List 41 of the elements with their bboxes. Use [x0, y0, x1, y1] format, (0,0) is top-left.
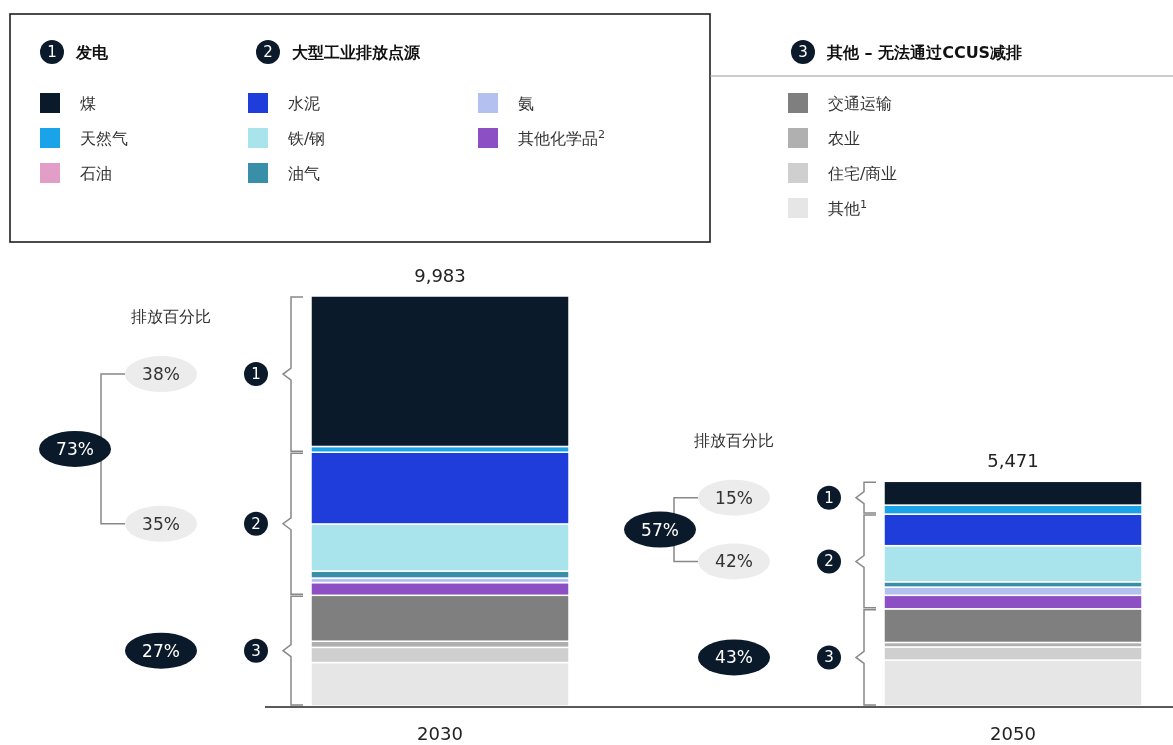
legend-label: 其他$^{1}$: [828, 197, 868, 218]
legend-label: 其他化学品$^{2}$: [518, 127, 606, 148]
legend-label: 水泥: [288, 94, 320, 113]
number-badge: 1: [817, 485, 841, 510]
text: 排放百分比: [131, 307, 211, 327]
annotation: 2: [824, 552, 834, 571]
text: 发电: [75, 43, 109, 62]
annotation: 42%: [715, 551, 753, 572]
legend-label: 交通运输: [828, 94, 892, 113]
legend-label: 天然气: [80, 129, 128, 148]
number-badge: 2: [244, 511, 268, 536]
text: 大型工业排放点源: [292, 43, 421, 62]
annotation: 排放百分比: [694, 430, 774, 450]
x-tick-label: 2030: [417, 723, 463, 744]
x-tick-label: 2050: [990, 723, 1036, 744]
annotation: 43%: [715, 647, 753, 668]
legend-label: 油气: [288, 164, 320, 183]
legend-label: 氨: [518, 94, 534, 113]
text: 38%: [142, 364, 180, 385]
annotation: 57%: [641, 519, 679, 540]
annotation: 5,471: [987, 450, 1039, 472]
annotation: 3: [824, 648, 834, 667]
legend-label: 铁/钢: [287, 129, 326, 148]
number-badge: 3: [817, 645, 841, 670]
text: 73%: [56, 438, 94, 459]
number-badge: 3: [244, 638, 268, 663]
number-badge: 1: [40, 40, 64, 64]
annotation: 15%: [715, 487, 753, 508]
number-badge: 2: [817, 549, 841, 574]
number-badge: 1: [244, 362, 268, 387]
legend-label: 农业: [828, 129, 860, 148]
text: 其他 – 无法通过CCUS减排: [826, 43, 1023, 62]
text: 35%: [142, 513, 180, 534]
number-badge: 3: [791, 40, 815, 64]
number-badge: 2: [256, 40, 280, 64]
annotation: 9,983: [414, 265, 466, 286]
legend-label: 住宅/商业: [827, 164, 898, 183]
legend-label: 石油: [80, 164, 112, 183]
annotation: 1: [824, 488, 834, 507]
text: 27%: [142, 640, 180, 661]
legend-label: 煤: [80, 94, 96, 113]
